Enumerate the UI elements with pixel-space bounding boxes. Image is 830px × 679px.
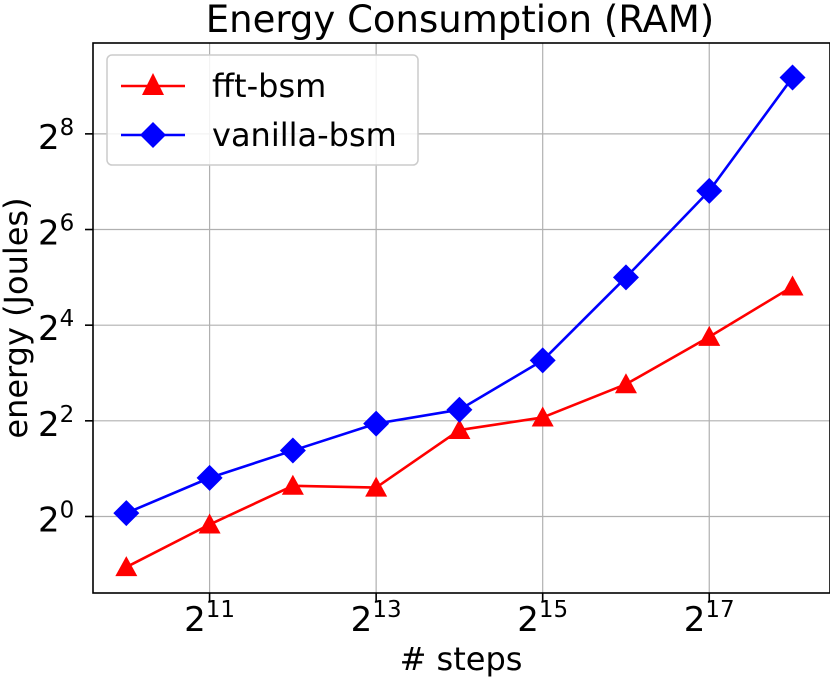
legend-label-vanilla-bsm: vanilla-bsm bbox=[212, 116, 397, 154]
data-point-fft-bsm bbox=[614, 373, 637, 394]
legend: fft-bsm vanilla-bsm bbox=[106, 54, 419, 166]
x-tick-label: 213 bbox=[351, 597, 402, 640]
legend-marker-triangle-icon bbox=[142, 73, 164, 95]
y-tick-label: 22 bbox=[38, 402, 74, 445]
y-tick-label: 26 bbox=[38, 211, 74, 254]
y-tick-label: 24 bbox=[38, 306, 74, 349]
y-tick-label: 28 bbox=[38, 115, 74, 158]
data-point-vanilla-bsm bbox=[279, 437, 306, 464]
data-point-fft-bsm bbox=[365, 476, 388, 497]
data-point-fft-bsm bbox=[698, 325, 721, 346]
data-point-vanilla-bsm bbox=[779, 64, 806, 91]
y-tick-label: 20 bbox=[38, 497, 74, 540]
data-point-fft-bsm bbox=[198, 513, 221, 534]
data-point-fft-bsm bbox=[781, 275, 804, 296]
data-point-vanilla-bsm bbox=[113, 500, 140, 527]
data-point-vanilla-bsm bbox=[363, 410, 390, 437]
tick-marks bbox=[85, 133, 711, 601]
chart-title: Energy Consumption (RAM) bbox=[206, 0, 714, 41]
legend-label-fft-bsm: fft-bsm bbox=[212, 67, 326, 105]
data-point-fft-bsm bbox=[448, 419, 471, 440]
legend-item-vanilla-bsm: vanilla-bsm bbox=[121, 116, 397, 154]
data-point-fft-bsm bbox=[281, 474, 304, 495]
x-tick-label: 211 bbox=[184, 597, 235, 640]
x-tick-label: 217 bbox=[684, 597, 735, 640]
y-axis-label: energy (Joules) bbox=[0, 197, 35, 438]
data-point-vanilla-bsm bbox=[446, 396, 473, 423]
legend-box bbox=[106, 54, 419, 166]
x-tick-label: 215 bbox=[517, 597, 568, 640]
data-point-vanilla-bsm bbox=[612, 264, 639, 291]
legend-marker-diamond-icon bbox=[140, 122, 166, 148]
data-point-vanilla-bsm bbox=[529, 347, 556, 374]
data-point-vanilla-bsm bbox=[196, 464, 223, 491]
x-tick-labels: 211 213 215 217 bbox=[184, 597, 735, 640]
legend-item-fft-bsm: fft-bsm bbox=[121, 67, 326, 105]
data-point-fft-bsm bbox=[531, 406, 554, 427]
series-layer bbox=[113, 64, 806, 577]
x-axis-label: # steps bbox=[400, 640, 523, 678]
plot-area-frame bbox=[92, 42, 830, 594]
data-point-fft-bsm bbox=[115, 556, 138, 577]
y-tick-labels: 20 22 24 26 28 bbox=[38, 115, 74, 541]
data-point-vanilla-bsm bbox=[696, 177, 723, 204]
